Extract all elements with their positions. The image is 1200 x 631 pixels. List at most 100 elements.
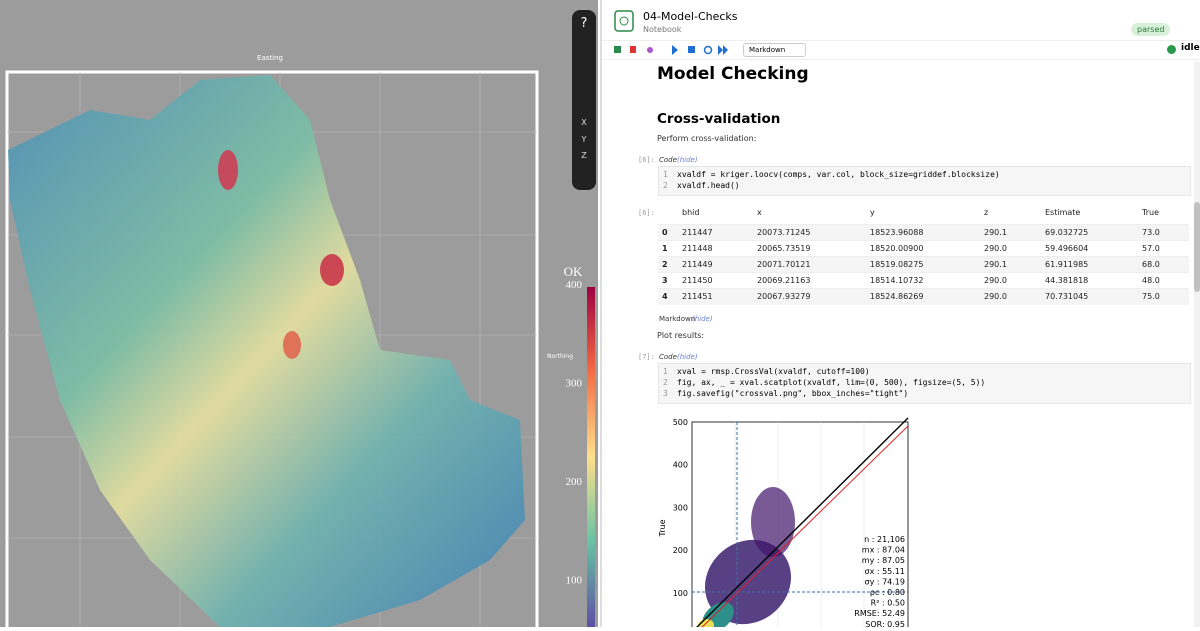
table-cell: 20073.71245 xyxy=(757,228,811,237)
table-header: z xyxy=(984,208,989,217)
table-row xyxy=(658,240,1189,257)
table-header: x xyxy=(757,208,762,217)
plot-stat: my : 87.05 xyxy=(862,556,905,565)
line-number: 3 xyxy=(663,389,668,398)
scrollbar[interactable] xyxy=(1194,62,1200,627)
map-surface xyxy=(8,75,525,627)
y-tick-label: 400 xyxy=(673,461,688,470)
table-cell: 211447 xyxy=(682,228,713,237)
y-tick-label: 100 xyxy=(673,589,688,598)
z-button[interactable]: Z xyxy=(581,151,587,160)
cell-kind: Code xyxy=(659,156,677,164)
code-cell[interactable]: 1 xval = rmsp.CrossVal(xvaldf, cutoff=100… xyxy=(658,363,1191,404)
table-cell: 211448 xyxy=(682,244,713,253)
table-row xyxy=(658,288,1189,305)
row-index: 3 xyxy=(662,276,668,285)
code-cell[interactable]: 1 xvaldf = kriger.loocv(comps, var.col, b… xyxy=(658,166,1191,196)
cell-type-select[interactable]: Markdown xyxy=(743,43,806,57)
plot-stat: R² : 0.50 xyxy=(871,599,905,608)
table-cell: 69.032725 xyxy=(1045,228,1089,237)
section-heading: Cross-validation xyxy=(657,111,781,127)
plot-stat: mx : 87.04 xyxy=(862,546,905,555)
table-cell: 70.731045 xyxy=(1045,292,1089,301)
x-button[interactable]: X xyxy=(581,118,587,127)
notebook-subtitle: Notebook xyxy=(643,25,682,34)
table-cell: 290.0 xyxy=(984,244,1007,253)
table-cell: 290.0 xyxy=(984,276,1007,285)
plot-stat: n : 21,106 xyxy=(864,535,905,544)
row-index: 1 xyxy=(662,244,668,253)
table-cell: 18519.08275 xyxy=(870,260,924,269)
plot-stat: σy : 74.19 xyxy=(865,577,906,586)
table-cell: 20067.93279 xyxy=(757,292,811,301)
plot-stat: SOR: 0.95 xyxy=(865,620,905,627)
table-cell: 211450 xyxy=(682,276,713,285)
table-cell: 18514.10732 xyxy=(870,276,924,285)
line-number: 2 xyxy=(663,181,668,190)
notebook-icon xyxy=(614,10,634,32)
kernel-indicator xyxy=(1167,45,1176,54)
hot-spot xyxy=(218,150,238,190)
line-number: 2 xyxy=(663,378,668,387)
table-cell: 290.1 xyxy=(984,260,1007,269)
table-cell: 18520.00900 xyxy=(870,244,924,253)
cell-prompt: [7]: xyxy=(638,353,655,361)
axis-label: Easting xyxy=(257,54,283,62)
colorbar-tick: 400 xyxy=(566,279,583,291)
help-button[interactable]: ? xyxy=(581,16,588,31)
kernel-status: idle xyxy=(1181,43,1200,53)
table-cell: 20071.70121 xyxy=(757,260,811,269)
code-text: xvaldf.head() xyxy=(677,181,740,190)
hot-spot xyxy=(283,331,301,359)
line-number: 1 xyxy=(663,367,668,376)
row-index: 2 xyxy=(662,260,668,269)
hide-toggle[interactable]: (hide) xyxy=(692,315,713,323)
plot-stat: RMSE: 52.49 xyxy=(854,609,905,618)
colorbar-tick: 200 xyxy=(566,476,583,488)
map-frame xyxy=(5,70,539,631)
table-header: Estimate xyxy=(1045,208,1081,217)
table-row xyxy=(658,224,1189,241)
table-cell: 59.496604 xyxy=(1045,244,1089,253)
table-cell: 290.0 xyxy=(984,292,1007,301)
colorbar-tick: 100 xyxy=(566,575,583,587)
plot-stat: ρc : 0.80 xyxy=(870,588,905,597)
code-line: 2 xvaldf.head() xyxy=(659,180,1190,191)
colorbar-tick: 300 xyxy=(566,378,583,390)
output-prompt: [6]: xyxy=(638,209,655,217)
code-text: xval = rmsp.CrossVal(xvaldf, cutoff=100) xyxy=(677,367,870,376)
table-row xyxy=(658,256,1189,273)
table-row xyxy=(658,272,1189,289)
table-header: bhid xyxy=(682,208,700,217)
table-cell: 211449 xyxy=(682,260,713,269)
viewer: ? X Y Z Easting Northing OK 400 300 200 100 xyxy=(0,0,598,631)
table-cell: 73.0 xyxy=(1142,228,1160,237)
cell-kind: Code xyxy=(659,353,677,361)
hide-toggle[interactable]: (hide) xyxy=(677,353,698,361)
table-header: y xyxy=(870,208,875,217)
row-index: 0 xyxy=(662,228,668,237)
paragraph: Perform cross-validation: xyxy=(657,134,757,143)
table-cell: 20069.21163 xyxy=(757,276,811,285)
code-line: 3 fig.savefig("crossval.png", bbox_inches… xyxy=(659,388,1190,399)
code-line: 1 xval = rmsp.CrossVal(xvaldf, cutoff=100… xyxy=(659,366,1190,377)
hide-toggle[interactable]: (hide) xyxy=(677,156,698,164)
table-cell: 20065.73519 xyxy=(757,244,811,253)
hot-spot xyxy=(320,254,344,286)
axis-label: Northing xyxy=(547,353,573,360)
viewer-canvas: ? X Y Z Easting Northing OK 400 300 200 100 xyxy=(5,10,596,631)
table-cell: 68.0 xyxy=(1142,260,1160,269)
notebook: 04-Model-Checks Notebook parsed Markdown… xyxy=(600,0,1200,627)
code-line: 1 xvaldf = kriger.loocv(comps, var.col, b… xyxy=(659,169,1190,180)
table-cell: 75.0 xyxy=(1142,292,1160,301)
y-button[interactable]: Y xyxy=(581,135,587,144)
line-number: 1 xyxy=(663,170,668,179)
toolbar-icons[interactable] xyxy=(614,44,729,56)
cell-kind: Markdown xyxy=(659,315,696,323)
plot-image: True 500 400 300 200 100 n : 21,106 mx : 87.04… xyxy=(658,412,920,627)
y-tick-label: 300 xyxy=(673,503,688,512)
table-cell: 18523.96088 xyxy=(870,228,924,237)
table-cell: 57.0 xyxy=(1142,244,1160,253)
code-text: xvaldf = kriger.loocv(comps, var.col, bl… xyxy=(677,170,1000,179)
